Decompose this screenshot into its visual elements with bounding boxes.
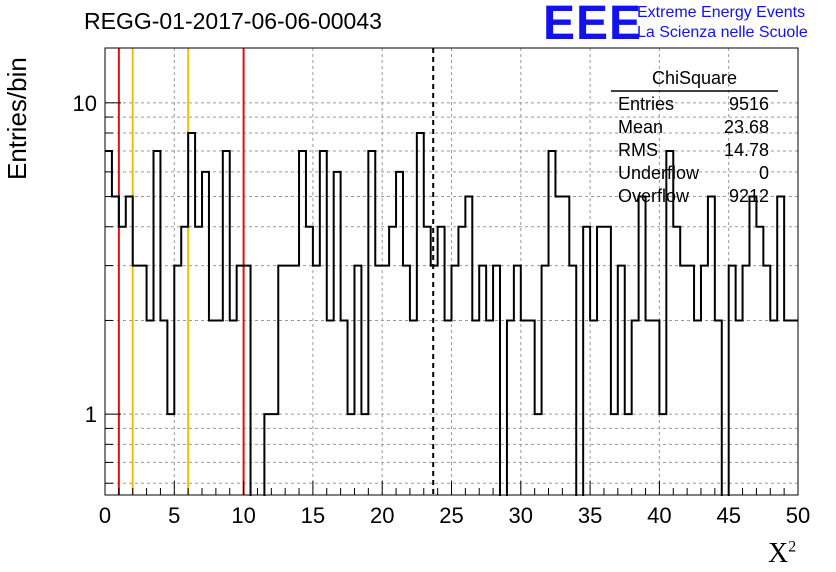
x-tick-label: 40 xyxy=(647,503,671,528)
x-tick-label: 0 xyxy=(99,503,111,528)
x-axis-label: X2 xyxy=(768,538,796,570)
y-axis-label: Entries/bin xyxy=(2,57,32,180)
x-tick-label: 45 xyxy=(716,503,740,528)
x-tick-label: 35 xyxy=(578,503,602,528)
stats-value: 9212 xyxy=(729,186,769,206)
stats-label: Underflow xyxy=(618,163,700,183)
y-tick-label: 1 xyxy=(85,402,97,427)
stats-label: Overflow xyxy=(618,186,690,206)
stats-value: 0 xyxy=(759,163,769,183)
x-axis-label-base: X xyxy=(768,538,789,569)
x-axis-label-sup: 2 xyxy=(788,538,797,556)
y-tick-label: 10 xyxy=(73,91,97,116)
logo-line-1: Extreme Energy Events xyxy=(637,4,806,21)
x-tick-label: 15 xyxy=(301,503,325,528)
logo-line-2: La Scienza nelle Scuole xyxy=(637,24,808,41)
stats-value: 23.68 xyxy=(724,117,769,137)
x-tick-label: 5 xyxy=(168,503,180,528)
x-tick-label: 10 xyxy=(231,503,255,528)
stats-value: 9516 xyxy=(729,94,769,114)
stats-title: ChiSquare xyxy=(652,68,737,88)
stats-label: Entries xyxy=(618,94,674,114)
histogram-line xyxy=(105,131,798,498)
axis-mask xyxy=(103,496,800,502)
x-tick-label: 20 xyxy=(370,503,394,528)
x-tick-label: 30 xyxy=(509,503,533,528)
x-tick-label: 25 xyxy=(439,503,463,528)
stats-value: 14.78 xyxy=(724,140,769,160)
stats-label: Mean xyxy=(618,117,663,137)
x-tick-label: 50 xyxy=(786,503,810,528)
chart-title: REGG-01-2017-06-06-00043 xyxy=(84,8,382,34)
stats-label: RMS xyxy=(618,140,658,160)
eee-logo: EEE xyxy=(543,0,643,50)
